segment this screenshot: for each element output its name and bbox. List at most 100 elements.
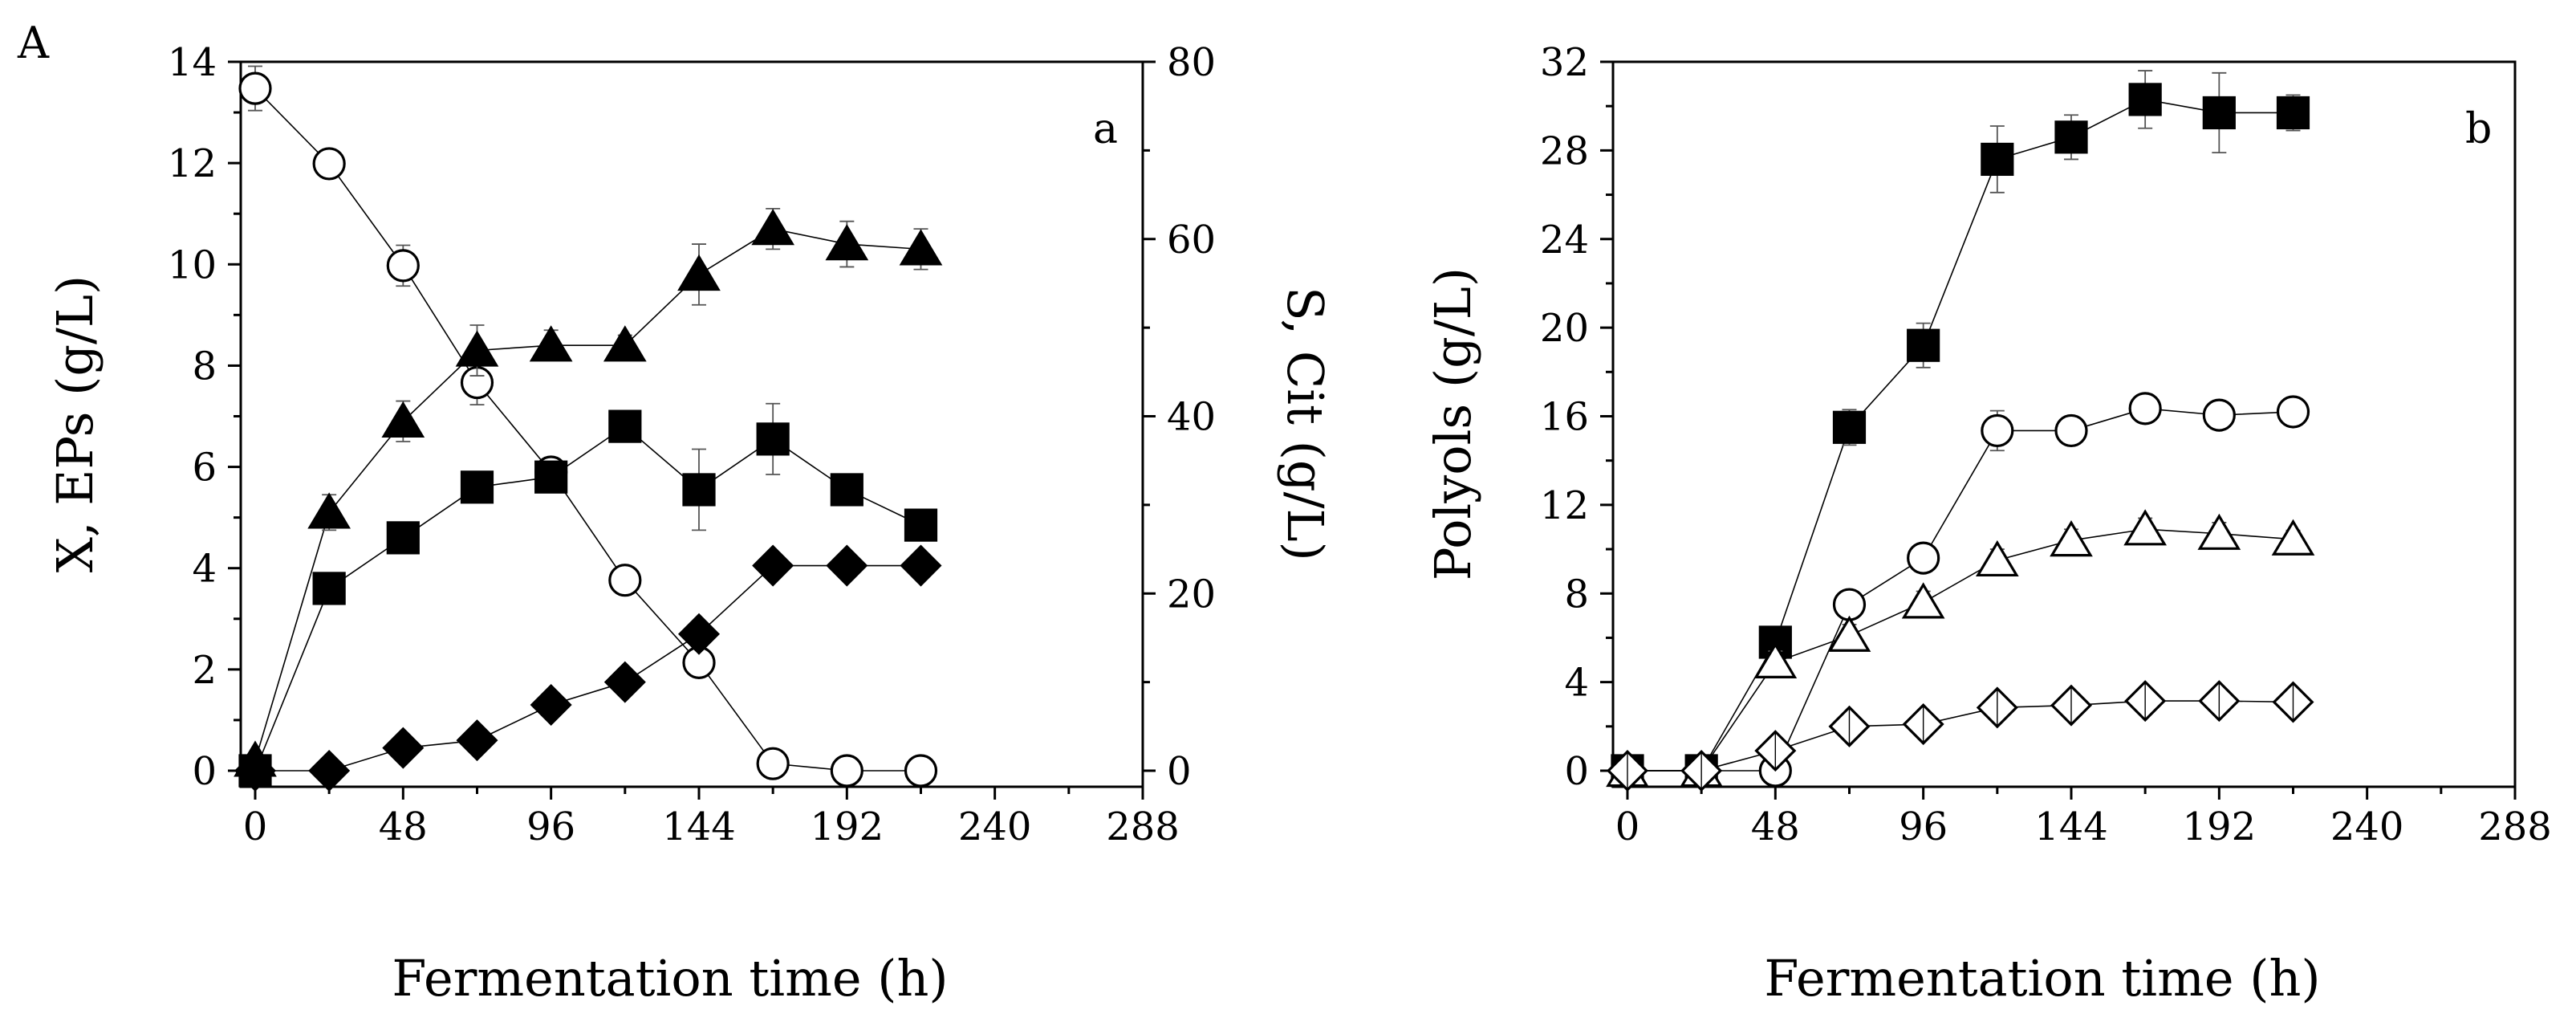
data-point-b-open-triangle-9: [2271, 519, 2315, 556]
series-b-open-triangle: [1606, 509, 2315, 788]
data-point-a-filled-triangle-3: [455, 330, 499, 367]
data-point-b-open-triangle-8: [2197, 513, 2241, 550]
series-group-a: [234, 65, 943, 792]
data-point-a-filled-square-2: [386, 521, 420, 555]
data-point-a-filled-square-8: [830, 473, 863, 507]
data-point-b-open-circle-8: [2202, 398, 2236, 432]
y-tick-label-b-2: 8: [1564, 572, 1589, 617]
x-tick-label-b-5: 240: [2330, 804, 2404, 849]
x-tick-label-a-4: 192: [811, 804, 884, 849]
data-point-a-filled-square-1: [312, 572, 346, 605]
y-axis-title-b: Polyols (g/L): [1424, 267, 1482, 580]
data-point-a-open-circle-1: [312, 147, 346, 181]
y-right-tick-label-a-1: 20: [1167, 572, 1216, 617]
x-axis-title-b: Fermentation time (h): [1764, 949, 2320, 1008]
data-point-a-open-circle-9: [904, 754, 938, 788]
y-right-tick-label-a-0: 0: [1167, 749, 1192, 794]
data-point-a-filled-diamond-3: [456, 719, 498, 762]
data-point-a-filled-triangle-6: [677, 254, 721, 291]
data-point-a-open-circle-7: [756, 747, 790, 780]
data-point-b-filled-square-4: [1907, 328, 1940, 362]
y-tick-label-a-5: 10: [168, 242, 217, 287]
series-line-b-open-diamond: [1627, 700, 2294, 772]
y-tick-label-b-0: 0: [1564, 749, 1589, 794]
y-tick-label-b-6: 24: [1540, 218, 1589, 263]
x-tick-label-a-2: 96: [526, 804, 575, 849]
series-b-filled-square: [1611, 70, 2310, 788]
data-point-b-filled-square-5: [1981, 142, 2014, 177]
data-point-b-open-circle-5: [1981, 413, 2014, 448]
data-point-a-filled-square-5: [608, 409, 642, 443]
data-point-b-open-triangle-6: [2050, 520, 2093, 557]
data-point-a-open-circle-8: [830, 754, 863, 788]
y-right-tick-label-a-3: 60: [1167, 218, 1216, 263]
data-point-a-filled-triangle-9: [899, 229, 943, 266]
y-tick-label-b-5: 20: [1540, 306, 1589, 351]
y-tick-label-a-3: 6: [192, 446, 217, 491]
y-tick-label-b-1: 4: [1564, 661, 1589, 706]
data-point-b-open-circle-7: [2128, 392, 2162, 425]
series-group-b: [1606, 70, 2315, 792]
x-tick-label-b-4: 192: [2183, 804, 2257, 849]
series-line-a-filled-square: [254, 425, 921, 772]
y-tick-label-a-1: 2: [192, 648, 217, 693]
data-point-b-filled-square-8: [2202, 96, 2236, 130]
data-point-a-filled-triangle-4: [529, 325, 573, 362]
data-point-a-filled-square-6: [682, 473, 716, 507]
data-point-a-filled-diamond-1: [308, 749, 351, 792]
panel-label-b: b: [2465, 105, 2492, 153]
x-tick-label-a-5: 240: [958, 804, 1032, 849]
y-tick-label-b-3: 12: [1540, 483, 1589, 528]
data-point-b-open-circle-6: [2054, 413, 2088, 448]
figure-label: A: [17, 18, 50, 68]
data-point-b-filled-square-3: [1832, 410, 1867, 444]
series-a-open-circle: [238, 65, 938, 788]
series-line-a-filled-triangle: [254, 228, 921, 761]
series-b-open-circle: [1611, 392, 2310, 788]
y-tick-label-a-2: 4: [192, 547, 217, 592]
panel-label-a: a: [1093, 105, 1118, 153]
data-point-a-filled-triangle-7: [751, 209, 795, 246]
data-point-b-open-circle-9: [2276, 395, 2310, 429]
y-right-tick-label-a-2: 40: [1167, 395, 1216, 440]
x-tick-label-b-2: 96: [1899, 804, 1948, 849]
data-point-a-filled-square-9: [904, 508, 938, 542]
data-point-a-filled-diamond-9: [900, 544, 942, 587]
data-point-b-open-triangle-7: [2123, 509, 2168, 546]
data-point-b-open-triangle-4: [1901, 582, 1945, 619]
y-right-tick-label-a-4: 80: [1167, 40, 1216, 85]
axes-ticks-a: 0 48 96 144 192 240 288 0 2 4 6 8 10 12 14 0 20 40 60 80: [168, 40, 1216, 849]
y-tick-label-a-4: 8: [192, 344, 217, 389]
y-tick-label-a-0: 0: [192, 749, 217, 794]
data-point-a-filled-diamond-2: [382, 727, 425, 769]
x-tick-label-a-0: 0: [243, 804, 268, 849]
data-point-a-filled-square-7: [756, 422, 790, 456]
data-point-a-filled-diamond-4: [530, 683, 572, 727]
x-axis-title-a: Fermentation time (h): [392, 949, 948, 1008]
data-point-b-open-circle-3: [1832, 588, 1867, 621]
data-point-a-filled-triangle-2: [381, 401, 425, 438]
data-point-a-open-circle-0: [238, 71, 272, 105]
series-a-filled-square: [238, 402, 938, 788]
data-point-a-filled-diamond-7: [752, 544, 794, 587]
series-line-a-filled-diamond: [254, 564, 921, 772]
series-line-b-filled-square: [1627, 99, 2294, 772]
data-point-a-filled-triangle-1: [307, 492, 351, 529]
data-point-a-open-circle-5: [608, 564, 642, 597]
x-tick-label-a-1: 48: [379, 804, 428, 849]
series-b-open-diamond: [1606, 680, 2314, 792]
data-point-a-filled-triangle-5: [603, 325, 647, 362]
data-point-a-filled-diamond-6: [677, 613, 721, 655]
data-point-b-open-triangle-3: [1827, 615, 1871, 652]
x-tick-label-a-6: 288: [1106, 804, 1180, 849]
data-point-b-open-triangle-2: [1753, 641, 1798, 678]
y-axis-title-a: X, EPs (g/L): [46, 275, 104, 573]
y-right-axis-title-a: S, Cit (g/L): [1276, 287, 1335, 561]
plot-frame-a: [239, 60, 1144, 788]
data-point-b-filled-square-6: [2054, 120, 2088, 154]
y-tick-label-a-7: 14: [168, 40, 217, 85]
x-tick-label-b-0: 0: [1615, 804, 1640, 849]
